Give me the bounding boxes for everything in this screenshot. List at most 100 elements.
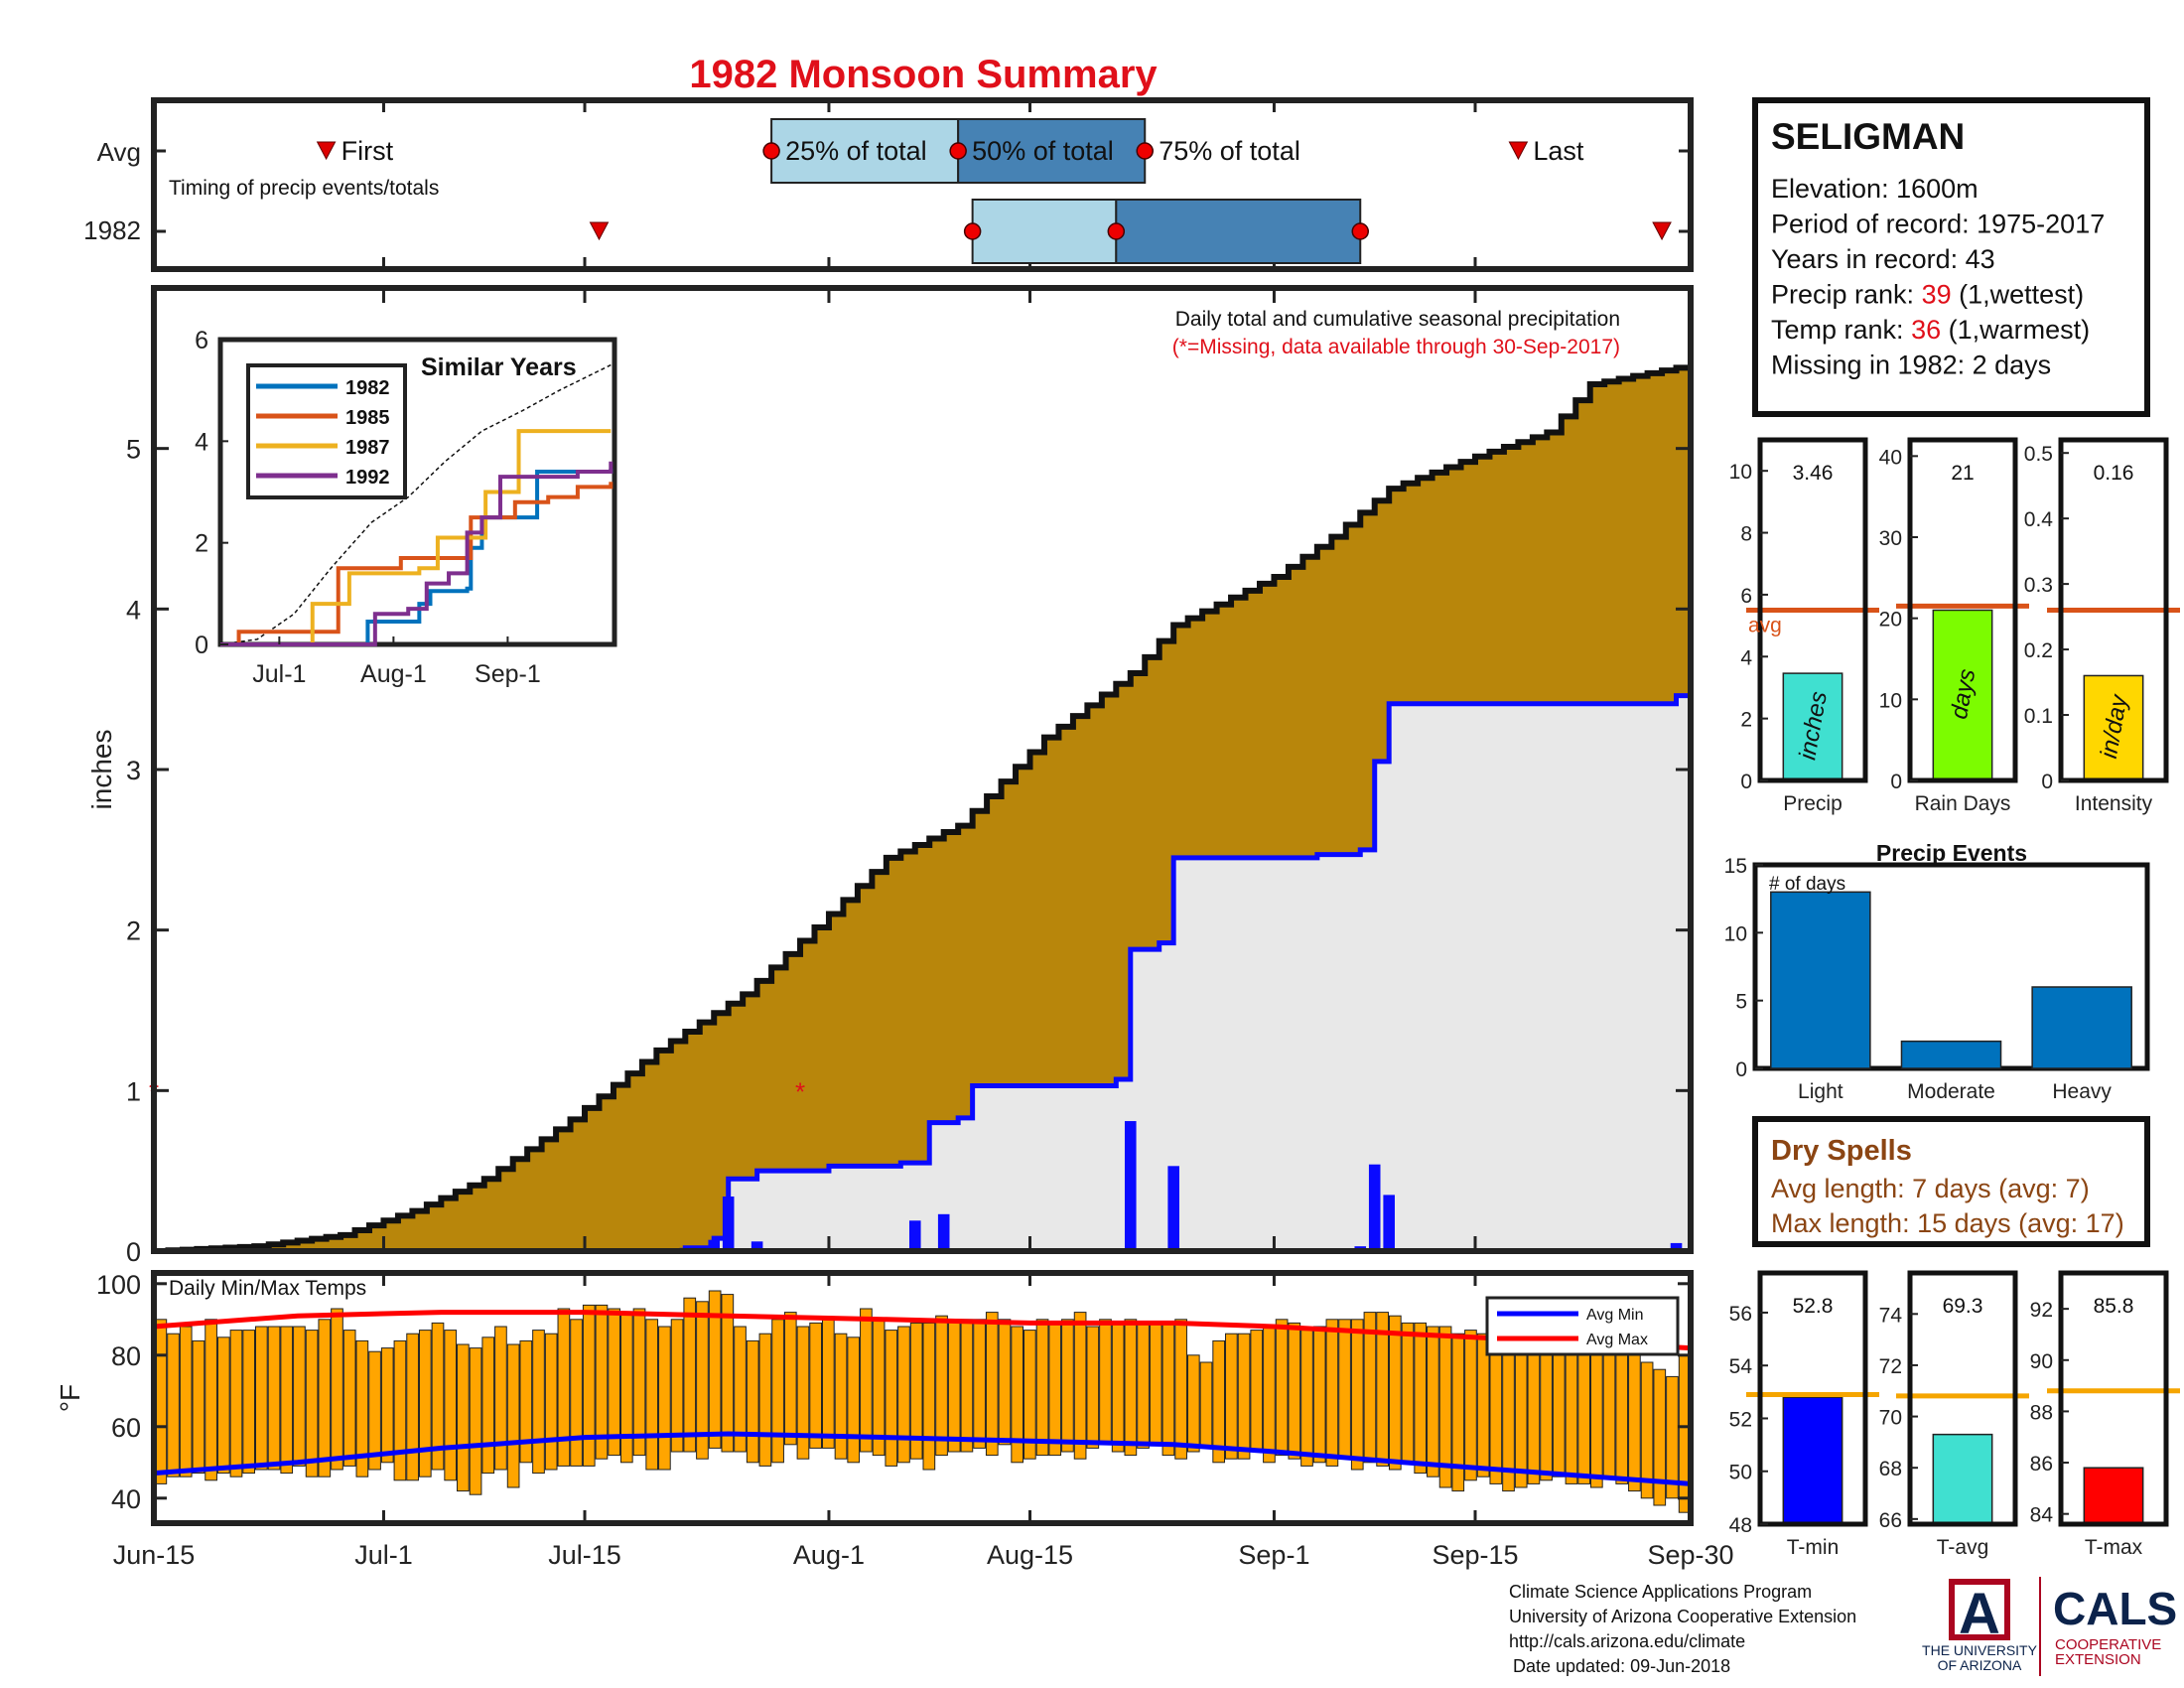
- daily-temp-bar: [1186, 1354, 1200, 1453]
- daily-temp-bar: [1325, 1319, 1339, 1467]
- summary-value-label: 52.8: [1793, 1295, 1834, 1318]
- daily-temp-bar: [305, 1330, 319, 1477]
- temps-panel: 40 60 80 100 Daily Min/Max Temps °F Avg Min…: [55, 1270, 1694, 1526]
- daily-precip-bar: [708, 1239, 721, 1251]
- daily-temp-bar: [1124, 1319, 1138, 1457]
- daily-temp-bar: [595, 1304, 609, 1460]
- ua-logo-letter: A: [1959, 1582, 2000, 1646]
- temps-title: Daily Min/Max Temps: [169, 1277, 366, 1300]
- similar-series-1982: [220, 468, 614, 646]
- daily-temp-bar: [380, 1347, 394, 1464]
- daily-temp-bar: [1048, 1322, 1062, 1457]
- daily-temp-bar: [1199, 1361, 1213, 1449]
- summary-bar-t-avg: [1932, 1433, 1993, 1525]
- daily-temp-bar: [1350, 1319, 1364, 1471]
- daily-temp-bar: [179, 1326, 193, 1477]
- timing-marker-q50: [1107, 222, 1126, 240]
- small-panel-ytick-label: 2: [1740, 709, 1752, 732]
- precip-missing-note: (*=Missing, data available through 30-Se…: [1172, 336, 1620, 358]
- daily-temp-bar: [1527, 1347, 1541, 1484]
- daily-temp-bar: [481, 1336, 495, 1475]
- station-info-line: Missing in 1982: 2 days: [1771, 351, 2051, 380]
- avg-cumulative-line: [154, 364, 1694, 1254]
- station-info-line: Years in record: 43: [1771, 244, 1995, 274]
- daily-temp-bar: [796, 1326, 810, 1460]
- daily-temp-bar: [570, 1319, 583, 1467]
- daily-temp-bar: [1035, 1319, 1049, 1457]
- small-panel-ytick-label: 0.2: [2024, 639, 2053, 662]
- small-panel-ytick-label: 88: [2030, 1401, 2053, 1424]
- daily-temp-bar: [167, 1333, 180, 1477]
- timing-marker-last: [1508, 141, 1529, 161]
- footer-line-4: Date updated: 09-Jun-2018: [1513, 1656, 1730, 1676]
- summary-value-label: 21: [1951, 462, 1974, 485]
- dry-spells-avg: Avg length: 7 days (avg: 7): [1771, 1174, 2090, 1203]
- small-panel-ytick-label: 0: [1740, 771, 1752, 793]
- precip-ytick-label: 1: [126, 1076, 141, 1106]
- similar-legend-label: 1982: [345, 377, 390, 399]
- similar-series-1992: [220, 461, 614, 646]
- temps-ytick-label: 100: [96, 1270, 141, 1300]
- missing-data-marker: *: [795, 1076, 805, 1106]
- daily-temp-bar: [1338, 1319, 1351, 1460]
- daily-temp-bar: [897, 1326, 910, 1464]
- daily-temp-bar: [1149, 1322, 1162, 1446]
- daily-temp-bar: [406, 1333, 419, 1481]
- legend-avg-min: Avg Min: [1586, 1307, 1644, 1324]
- daily-temp-bar: [860, 1308, 873, 1453]
- summary-axis-label: Precip: [1783, 792, 1843, 815]
- daily-temp-bar: [696, 1301, 709, 1460]
- daily-temp-bar: [1300, 1330, 1313, 1467]
- small-panel-ytick-label: 0: [1890, 771, 1902, 793]
- daily-temp-bar: [544, 1333, 558, 1471]
- daily-temp-bar: [1540, 1343, 1553, 1481]
- events-ytick-label: 10: [1724, 922, 1747, 945]
- small-panel-ytick-label: 20: [1879, 609, 1902, 632]
- small-panel-ytick-label: 54: [1729, 1355, 1753, 1378]
- small-panel-ytick-label: 8: [1740, 523, 1752, 546]
- small-panel-ytick-label: 10: [1729, 461, 1752, 484]
- daily-temp-bar: [608, 1308, 620, 1457]
- cals-logo-sub-2: EXTENSION: [2055, 1651, 2141, 1668]
- daily-temp-bar: [1388, 1315, 1402, 1471]
- daily-temp-bar: [1451, 1333, 1465, 1492]
- date-axis-label: Jul-15: [548, 1540, 621, 1570]
- daily-temp-bar: [393, 1339, 407, 1481]
- event-category-label: Heavy: [2052, 1080, 2112, 1103]
- precip-events-panel: Precip Events Light Moderate Heavy 0 5 10 15 # …: [1724, 840, 2150, 1103]
- precip-events-title: Precip Events: [1876, 840, 2027, 866]
- daily-temp-bar: [557, 1308, 571, 1467]
- small-panel-ytick-label: 56: [1729, 1303, 1752, 1326]
- station-info-line: Temp rank: 36 (1,warmest): [1771, 315, 2090, 345]
- timing-marker-q25: [963, 222, 982, 240]
- daily-temp-bar: [1589, 1347, 1603, 1488]
- small-panel-ytick-label: 4: [1740, 646, 1752, 669]
- daily-temp-bar: [457, 1343, 470, 1492]
- timing-caption: Timing of precip events/totals: [169, 177, 439, 200]
- small-panel-frame: [2058, 1270, 2169, 1527]
- dry-spells-title: Dry Spells: [1771, 1135, 1912, 1167]
- daily-temp-bar: [418, 1330, 432, 1477]
- precip-chart-title: Daily total and cumulative seasonal prec…: [1175, 308, 1620, 331]
- summary-value-label: 69.3: [1943, 1295, 1983, 1318]
- small-panel-ytick-label: 30: [1879, 527, 1902, 550]
- precip-ytick-label: 4: [126, 595, 141, 625]
- daily-temp-bar: [960, 1319, 974, 1453]
- station-info-line: Elevation: 1600m: [1771, 174, 1979, 204]
- daily-temp-bar: [1640, 1361, 1654, 1499]
- observed-cumulative-area: [154, 695, 1691, 1251]
- daily-temp-bar: [1414, 1322, 1428, 1475]
- daily-temp-bar: [632, 1308, 646, 1457]
- small-panel-ytick-label: 10: [1879, 689, 1902, 712]
- daily-temp-bar: [1061, 1319, 1074, 1453]
- daily-temp-bar: [318, 1319, 332, 1477]
- university-of-arizona-logo: A THE UNIVERSITY OF ARIZONA: [1922, 1579, 2038, 1673]
- daily-temp-bar: [909, 1322, 923, 1460]
- events-ytick-label: 0: [1735, 1058, 1747, 1081]
- daily-temp-bar: [645, 1319, 659, 1471]
- summary-value-label: 3.46: [1793, 462, 1834, 485]
- event-bar-light: [1770, 891, 1871, 1069]
- daily-temp-bar: [922, 1322, 936, 1471]
- daily-temp-bar: [267, 1326, 281, 1471]
